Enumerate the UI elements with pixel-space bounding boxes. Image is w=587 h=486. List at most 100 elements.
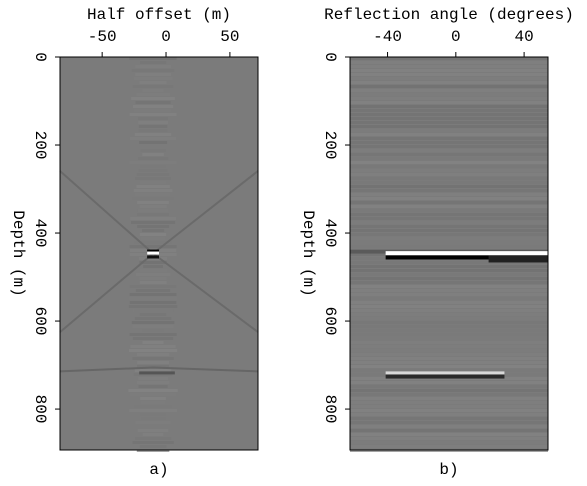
y-tick-label: 0 <box>321 52 339 62</box>
texture <box>132 197 174 200</box>
texture <box>137 429 169 432</box>
x-tick-label: 0 <box>451 28 461 46</box>
texture <box>138 117 168 120</box>
texture <box>350 417 548 420</box>
texture <box>350 65 548 68</box>
texture <box>350 97 548 100</box>
texture <box>138 385 168 388</box>
texture <box>59 366 259 373</box>
y-tick-label: 600 <box>321 307 339 336</box>
texture <box>137 361 169 364</box>
texture <box>134 317 172 320</box>
texture <box>133 189 173 192</box>
texture <box>134 133 172 136</box>
texture <box>350 193 548 196</box>
texture <box>138 157 169 160</box>
texture <box>350 237 548 240</box>
texture <box>350 317 548 320</box>
texture <box>350 357 548 360</box>
texture <box>350 89 548 92</box>
texture <box>129 161 177 164</box>
plot-frame <box>59 56 259 451</box>
x-tick-label: -50 <box>88 28 117 46</box>
texture <box>350 345 548 348</box>
texture <box>350 445 548 448</box>
reflector <box>147 251 159 255</box>
texture <box>129 285 177 288</box>
texture <box>350 137 548 140</box>
texture <box>350 161 548 164</box>
texture <box>135 425 171 428</box>
texture <box>134 241 172 244</box>
texture <box>350 173 548 176</box>
texture <box>350 381 548 384</box>
texture <box>132 441 174 444</box>
texture <box>140 417 166 420</box>
texture <box>350 181 548 184</box>
texture <box>140 397 166 400</box>
texture <box>350 353 548 356</box>
texture <box>139 277 167 280</box>
texture <box>350 85 548 88</box>
reflector <box>139 371 175 375</box>
texture <box>350 309 548 312</box>
texture <box>350 201 548 204</box>
reflector <box>385 251 548 256</box>
panel-caption: b) <box>439 461 458 479</box>
texture <box>350 57 548 60</box>
reflector <box>385 371 505 375</box>
texture <box>138 169 168 172</box>
texture <box>143 265 163 268</box>
texture <box>130 217 176 220</box>
x-tick-label: 0 <box>161 28 171 46</box>
texture <box>350 197 548 200</box>
texture <box>350 265 548 268</box>
texture <box>132 357 174 360</box>
texture <box>350 117 548 120</box>
texture <box>350 313 548 316</box>
texture <box>350 141 548 144</box>
reflector <box>385 374 505 379</box>
texture <box>350 305 548 308</box>
texture <box>350 413 548 416</box>
texture <box>350 169 548 172</box>
texture <box>350 185 548 188</box>
texture <box>131 69 175 72</box>
texture <box>141 237 166 240</box>
texture <box>129 293 177 296</box>
texture <box>137 213 169 216</box>
y-tick-label: 800 <box>31 395 49 424</box>
texture <box>350 297 548 300</box>
texture <box>139 233 167 236</box>
texture <box>129 57 177 60</box>
texture <box>350 209 548 212</box>
texture <box>142 329 164 332</box>
plot-frame <box>349 56 549 451</box>
texture <box>350 113 548 116</box>
texture <box>350 329 548 332</box>
texture <box>350 81 548 84</box>
texture <box>139 81 167 84</box>
texture <box>139 445 167 448</box>
texture <box>139 313 167 316</box>
texture <box>350 269 548 272</box>
texture <box>136 185 170 188</box>
texture <box>140 61 167 64</box>
y-tick-label: 400 <box>31 219 49 248</box>
texture <box>128 305 178 308</box>
y-tick-label: 800 <box>321 395 339 424</box>
texture <box>350 213 548 216</box>
texture <box>129 113 177 116</box>
texture <box>350 241 548 244</box>
texture <box>132 337 174 340</box>
texture <box>139 205 167 208</box>
texture <box>350 341 548 344</box>
texture <box>140 413 166 416</box>
texture <box>350 401 548 404</box>
texture <box>139 141 168 144</box>
texture <box>137 201 169 204</box>
texture <box>350 361 548 364</box>
texture <box>128 349 178 352</box>
texture <box>135 421 171 424</box>
texture <box>350 365 548 368</box>
